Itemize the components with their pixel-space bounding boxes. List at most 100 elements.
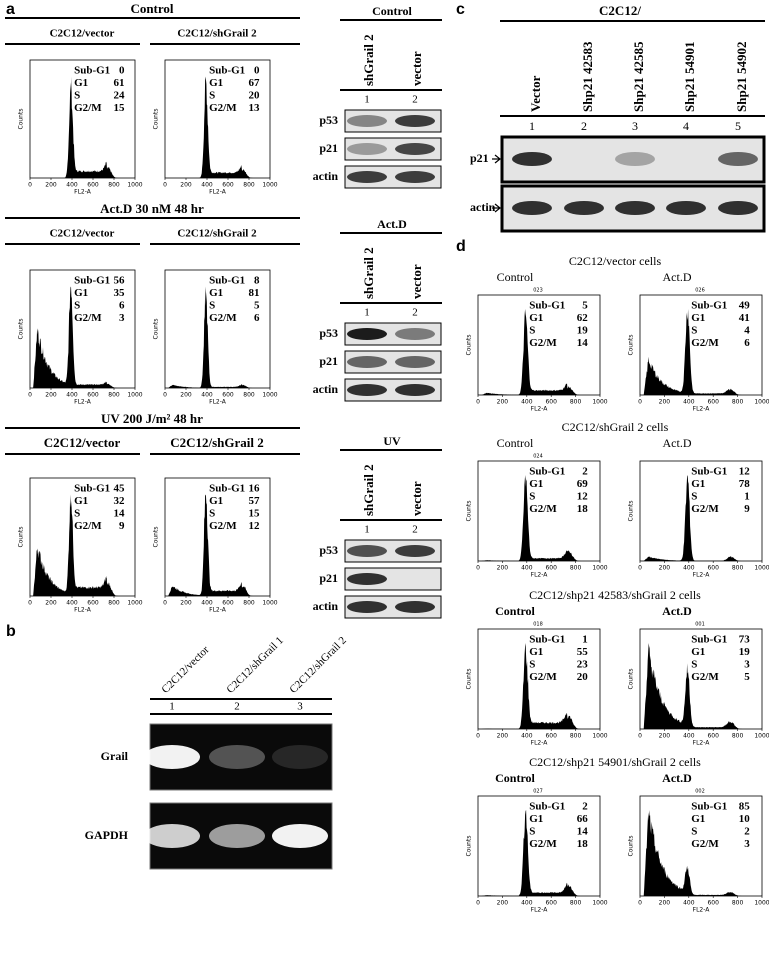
x-tick-label: 200	[659, 733, 671, 740]
x-tick-label: 200	[497, 565, 509, 572]
band	[512, 201, 552, 215]
band	[395, 171, 435, 183]
y-axis-label: Counts	[153, 109, 160, 130]
blot-title: Control	[372, 4, 412, 18]
arrow	[492, 203, 501, 213]
lane-number: 1	[364, 524, 370, 536]
stat-value: 14	[114, 508, 126, 520]
plot-label: Control	[495, 771, 535, 785]
x-axis-label: FL2-A	[74, 399, 92, 406]
plot-id: 018	[533, 622, 543, 628]
x-tick-label: 0	[28, 182, 32, 189]
x-tick-label: 800	[732, 565, 744, 572]
stat-value: 16	[249, 483, 261, 495]
x-axis-label: FL2-A	[693, 740, 711, 747]
x-tick-label: 200	[45, 392, 57, 399]
gel-band	[209, 745, 265, 769]
x-axis-label: FL2-A	[74, 189, 92, 196]
stat-name: G2/M	[529, 671, 557, 683]
x-tick-label: 1000	[592, 565, 607, 572]
stat-name: G2/M	[691, 671, 719, 683]
stat-value: 9	[744, 503, 750, 515]
x-tick-label: 0	[28, 392, 32, 399]
stat-name: G1	[529, 813, 543, 825]
x-tick-label: 200	[659, 565, 671, 572]
x-axis-label: FL2-A	[693, 572, 711, 579]
x-axis-label: FL2-A	[531, 907, 549, 914]
stat-name: S	[209, 300, 215, 312]
stat-value: 8	[254, 275, 260, 287]
stat-value: 9	[119, 520, 125, 532]
row-label: p53	[319, 113, 338, 127]
band	[347, 115, 387, 127]
plot-id: 023	[533, 288, 543, 294]
x-tick-label: 0	[476, 900, 480, 907]
stat-value: 2	[582, 801, 588, 813]
panel-label: c	[456, 1, 465, 18]
lane-label: vector	[409, 481, 424, 516]
plot-id: 027	[533, 789, 543, 795]
x-tick-label: 400	[683, 733, 695, 740]
x-axis-label: FL2-A	[209, 399, 227, 406]
stat-name: S	[529, 325, 535, 337]
stat-value: 45	[114, 483, 126, 495]
x-tick-label: 1000	[754, 733, 769, 740]
band	[347, 601, 387, 613]
x-tick-label: 600	[545, 900, 557, 907]
panel-label: d	[456, 238, 466, 255]
x-tick-label: 600	[707, 733, 719, 740]
plot-label: Act.D	[663, 436, 692, 450]
stat-name: S	[209, 508, 215, 520]
plot-label: C2C12/vector	[50, 28, 115, 40]
stat-value: 13	[249, 102, 261, 114]
stat-value: 20	[577, 671, 589, 683]
y-axis-label: Counts	[466, 501, 473, 522]
stat-value: 1	[744, 491, 750, 503]
x-tick-label: 200	[45, 600, 57, 607]
stat-name: G1	[691, 478, 705, 490]
panel-label: b	[6, 623, 16, 640]
stat-value: 49	[739, 300, 751, 312]
row-label: actin	[313, 169, 339, 183]
x-tick-label: 800	[570, 733, 582, 740]
stat-name: S	[529, 826, 535, 838]
plot-label: Act.D	[662, 771, 692, 785]
group-title: UV 200 J/m² 48 hr	[101, 411, 203, 426]
stat-value: 19	[739, 646, 751, 658]
stat-value: 55	[577, 646, 589, 658]
blot-title: C2C12/	[599, 3, 641, 18]
stat-name: G2/M	[529, 337, 557, 349]
y-axis-label: Counts	[628, 836, 635, 857]
band	[347, 573, 387, 585]
stat-value: 19	[577, 325, 589, 337]
gel-band	[272, 745, 328, 769]
lane-number: 2	[234, 701, 240, 713]
histogram-shape	[643, 309, 754, 395]
stat-name: S	[691, 325, 697, 337]
x-tick-label: 400	[683, 900, 695, 907]
stat-value: 3	[119, 312, 125, 324]
plot-label: Control	[497, 436, 534, 450]
band	[512, 152, 552, 166]
lane-number: 2	[412, 94, 418, 106]
stat-name: Sub-G1	[74, 275, 110, 287]
x-tick-label: 800	[243, 600, 255, 607]
x-tick-label: 0	[476, 733, 480, 740]
lane-number: 2	[412, 307, 418, 319]
x-tick-label: 1000	[262, 182, 277, 189]
plot-id: 026	[695, 288, 705, 294]
x-tick-label: 800	[570, 565, 582, 572]
stat-value: 10	[739, 813, 751, 825]
stat-name: Sub-G1	[209, 483, 245, 495]
lane-number: 1	[169, 701, 175, 713]
stat-name: G2/M	[74, 102, 102, 114]
stat-name: G2/M	[209, 520, 237, 532]
stat-name: S	[691, 659, 697, 671]
x-axis-label: FL2-A	[531, 406, 549, 413]
stat-name: G2/M	[529, 503, 557, 515]
stat-value: 0	[119, 65, 125, 77]
stat-name: G2/M	[209, 312, 237, 324]
stat-name: S	[691, 491, 697, 503]
stat-value: 3	[744, 659, 750, 671]
row-label: actin	[470, 200, 496, 214]
